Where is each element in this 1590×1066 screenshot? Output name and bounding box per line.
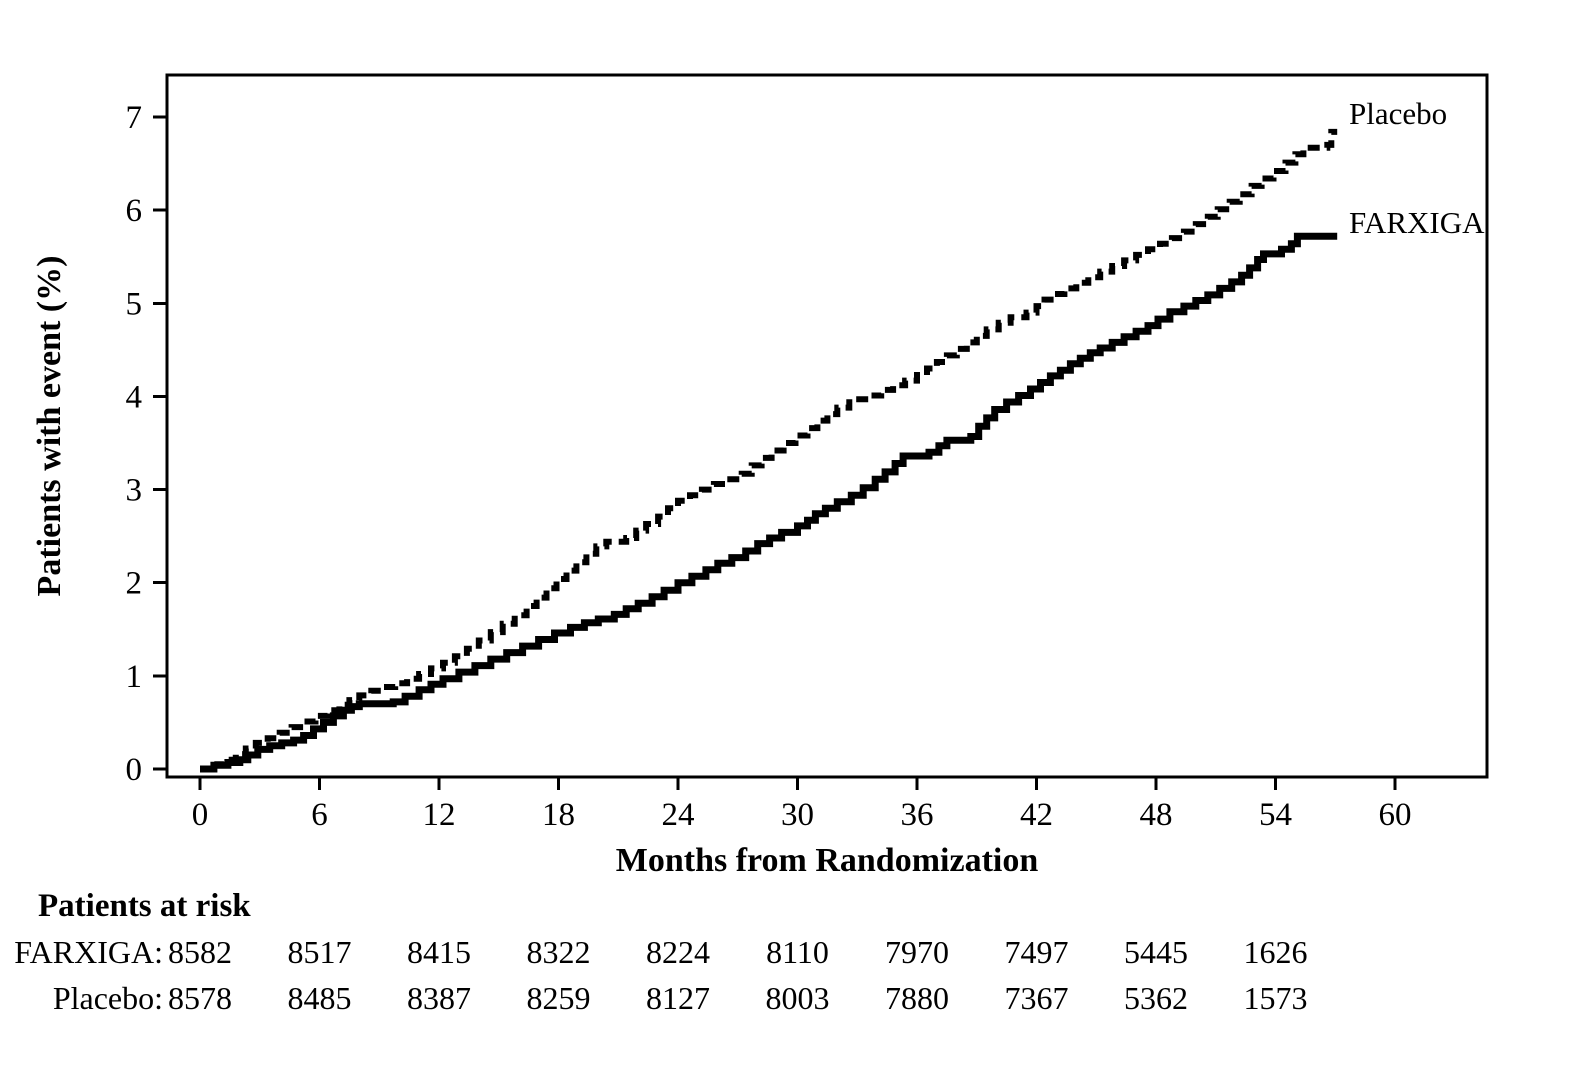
y-tick-label: 2 — [126, 566, 143, 602]
x-tick-label: 54 — [1259, 797, 1292, 833]
risk-count: 7880 — [885, 980, 949, 1016]
x-tick-label: 30 — [781, 797, 814, 833]
y-axis-title: Patients with event (%) — [31, 256, 68, 597]
risk-count: 1626 — [1244, 934, 1308, 970]
risk-row-label-placebo: Placebo: — [53, 980, 163, 1016]
risk-count: 8259 — [527, 980, 591, 1016]
risk-table-heading: Patients at risk — [38, 888, 251, 924]
risk-count: 7497 — [1005, 934, 1069, 970]
x-tick-label: 42 — [1020, 797, 1053, 833]
y-tick-label: 4 — [126, 379, 143, 415]
y-tick-label: 5 — [126, 286, 143, 322]
risk-count: 8224 — [646, 934, 710, 970]
farxiga-curve — [200, 232, 1338, 773]
survival-curves — [200, 128, 1338, 773]
y-axis-ticks: 0 1 2 3 4 5 6 7 — [126, 100, 167, 788]
x-axis-title: Months from Randomization — [616, 842, 1039, 879]
x-tick-label: 36 — [901, 797, 934, 833]
x-tick-label: 12 — [423, 797, 456, 833]
farxiga-curve-label: FARXIGA — [1349, 205, 1485, 240]
risk-row-label-farxiga: FARXIGA: — [14, 934, 163, 970]
risk-count: 8127 — [646, 980, 710, 1016]
x-tick-label: 48 — [1140, 797, 1173, 833]
x-tick-label: 24 — [662, 797, 695, 833]
risk-count: 5362 — [1124, 980, 1188, 1016]
risk-count: 8517 — [288, 934, 352, 970]
risk-count: 8387 — [407, 980, 471, 1016]
plot-frame — [165, 73, 1489, 779]
x-tick-label: 18 — [542, 797, 575, 833]
y-tick-label: 3 — [126, 473, 143, 509]
x-tick-label: 60 — [1379, 797, 1412, 833]
x-axis-ticks: 0 6 12 18 24 30 36 42 48 54 60 — [192, 777, 1412, 833]
placebo-curve — [200, 128, 1338, 772]
risk-count: 8582 — [168, 934, 232, 970]
risk-count: 7970 — [885, 934, 949, 970]
risk-count: 8110 — [766, 934, 829, 970]
risk-count: 1573 — [1244, 980, 1308, 1016]
risk-count: 5445 — [1124, 934, 1188, 970]
risk-count: 7367 — [1005, 980, 1069, 1016]
risk-count: 8322 — [527, 934, 591, 970]
risk-count: 8003 — [766, 980, 830, 1016]
x-tick-label: 6 — [311, 797, 328, 833]
risk-count: 8578 — [168, 980, 232, 1016]
y-tick-label: 1 — [126, 659, 143, 695]
y-tick-label: 7 — [126, 100, 143, 136]
placebo-curve-label: Placebo — [1349, 96, 1447, 131]
y-tick-label: 0 — [126, 752, 143, 788]
risk-count: 8415 — [407, 934, 471, 970]
risk-count: 8485 — [288, 980, 352, 1016]
risk-table-numbers: 8582 8517 8415 8322 8224 8110 7970 7497 5445 1626… — [168, 934, 1308, 1016]
x-tick-label: 0 — [192, 797, 209, 833]
y-tick-label: 6 — [126, 193, 143, 229]
